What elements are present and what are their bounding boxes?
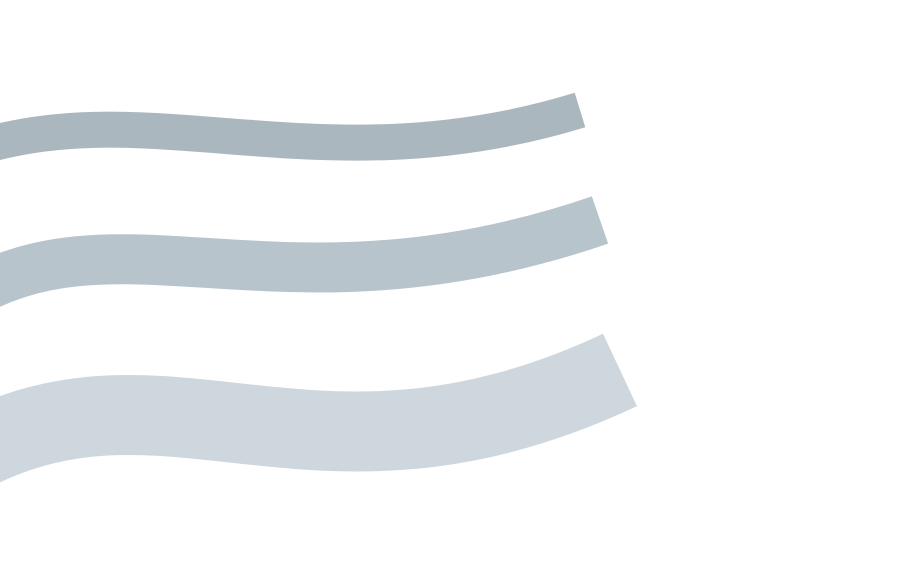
infographic-poster: Global Heat Stabilizers Market, 2021-203… <box>0 92 637 483</box>
background-wave-decoration <box>0 92 637 483</box>
